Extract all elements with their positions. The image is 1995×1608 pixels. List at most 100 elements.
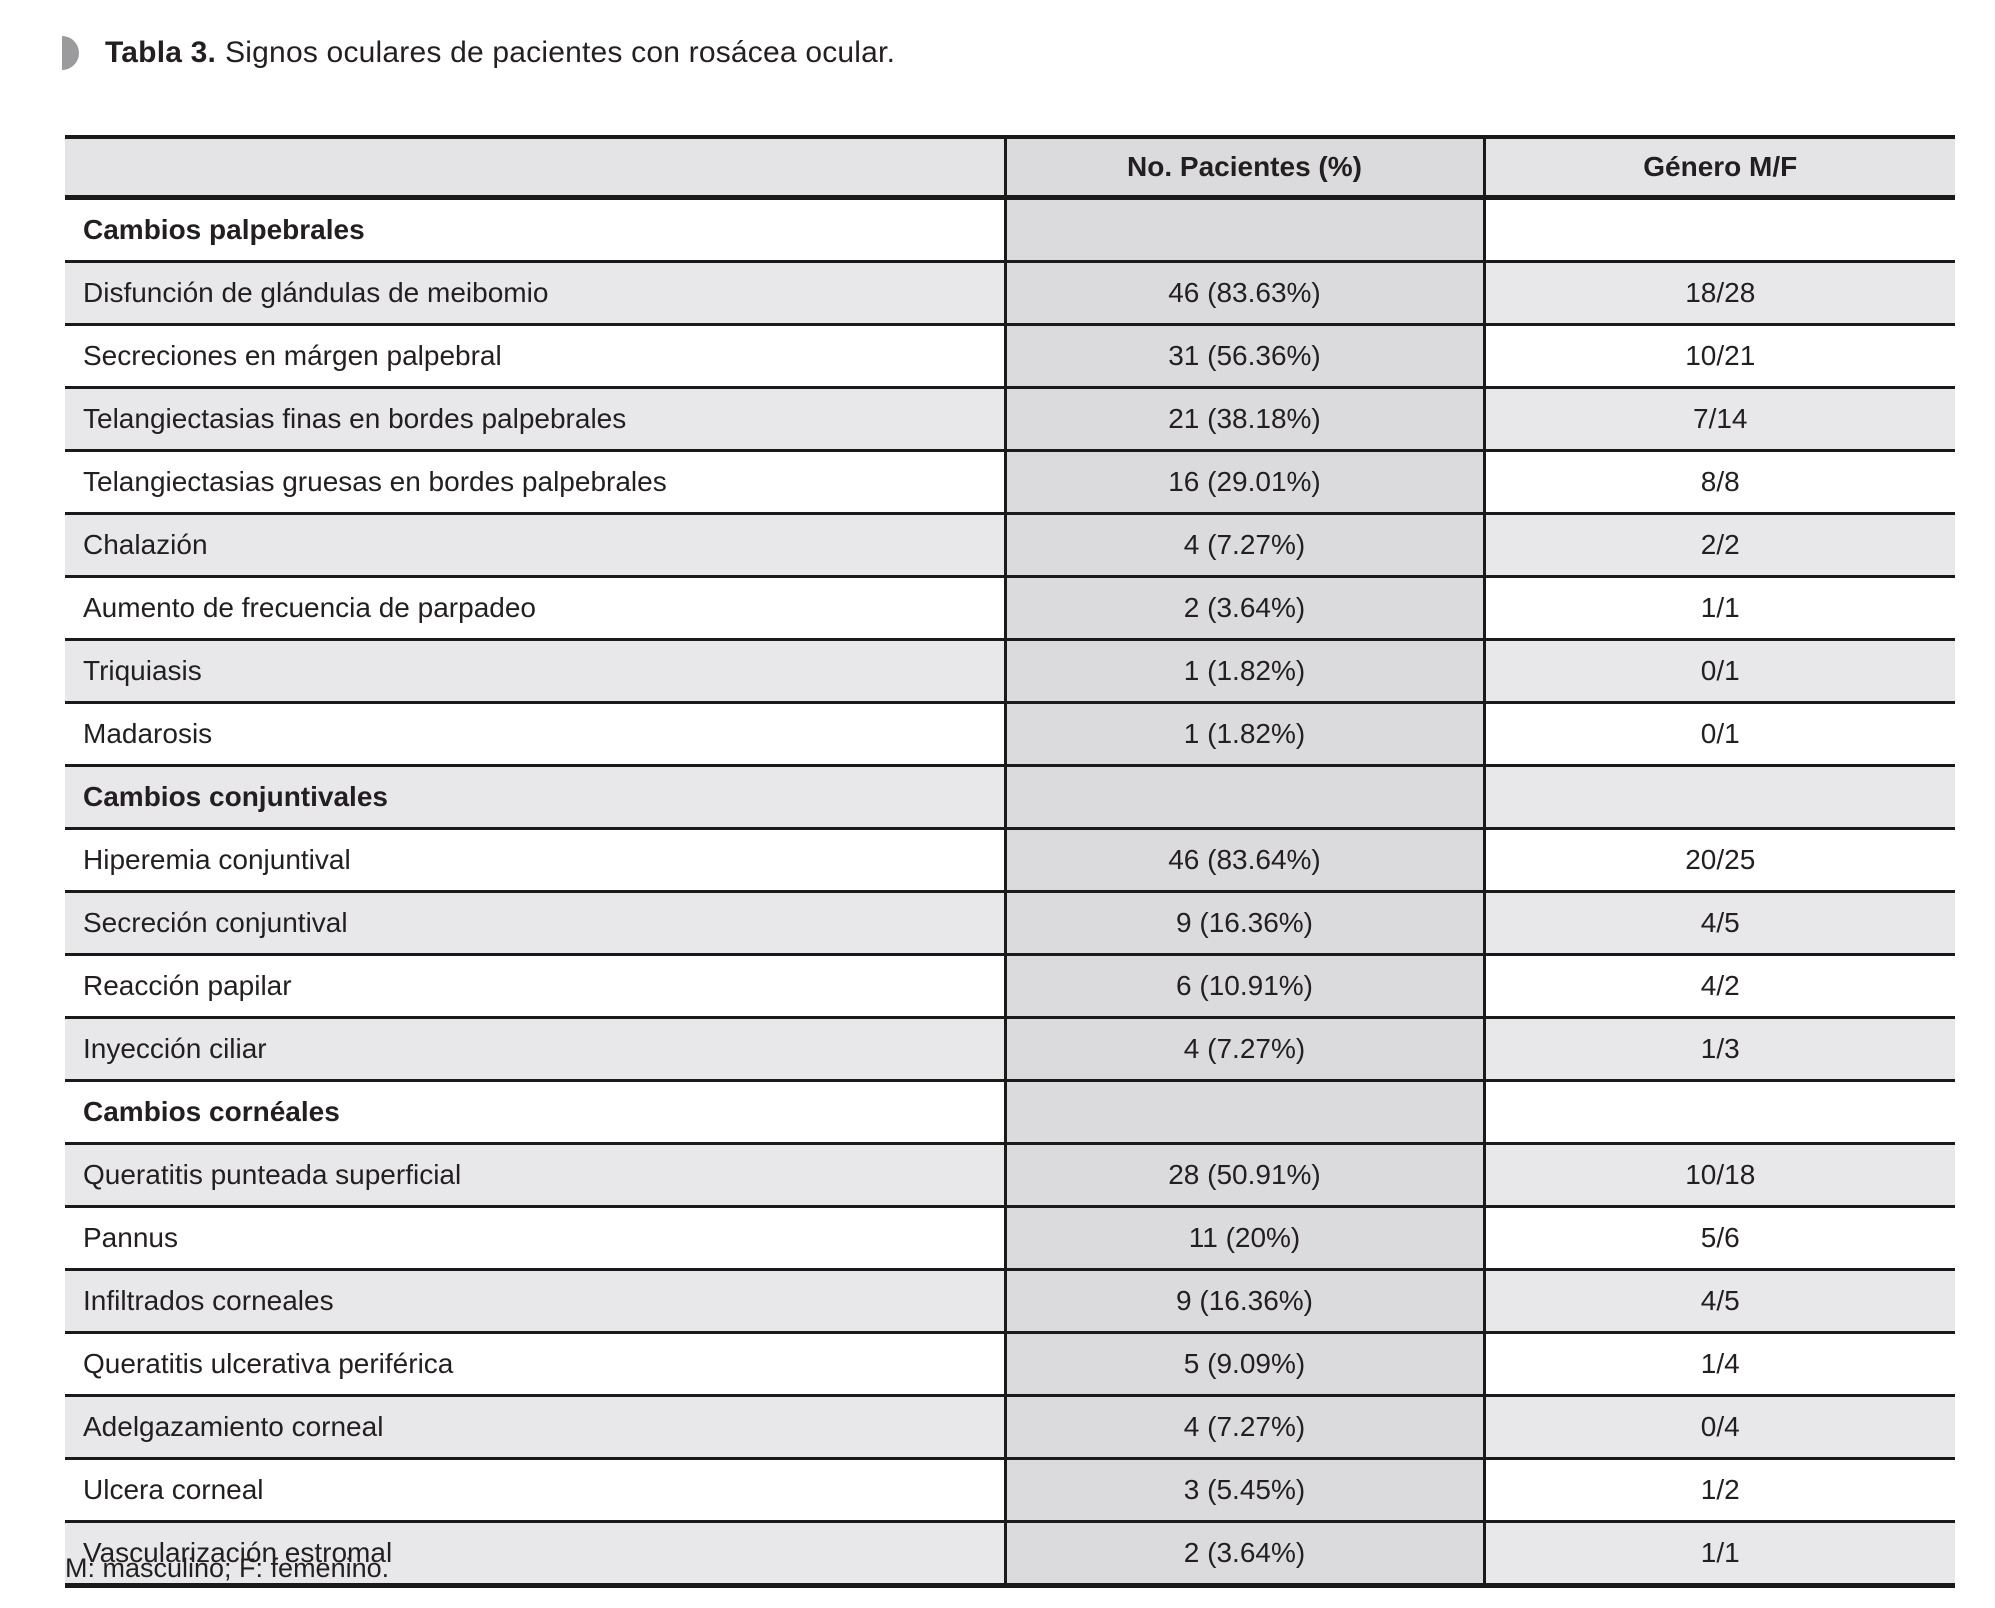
table-title-text: Signos oculares de pacientes con rosácea… (225, 36, 896, 69)
gender-cell: 4/5 (1484, 891, 1955, 956)
sign-name-cell: Inyección ciliar (65, 1017, 1005, 1082)
sign-name-cell: Telangiectasias finas en bordes palpebra… (65, 387, 1005, 452)
patients-cell: 1 (1.82%) (1003, 702, 1486, 767)
sign-name-cell: Secreciones en márgen palpebral (65, 324, 1005, 389)
table-row: Queratitis punteada superficial 28 (50.91… (65, 1143, 1955, 1208)
sign-name-cell: Disfunción de glándulas de meibomio (65, 261, 1005, 326)
table-row: Telangiectasias finas en bordes palpebra… (65, 387, 1955, 452)
sign-name-cell: Hiperemia conjuntival (65, 828, 1005, 893)
table-row: Adelgazamiento corneal 4 (7.27%) 0/4 (65, 1395, 1955, 1460)
patients-cell: 2 (3.64%) (1003, 576, 1486, 641)
table-row: Pannus 11 (20%) 5/6 (65, 1206, 1955, 1271)
gender-cell: 20/25 (1484, 828, 1955, 893)
table-row: Vascularización estromal 2 (3.64%) 1/1 (65, 1521, 1955, 1587)
section-header-row: Cambios conjuntivales (65, 765, 1955, 830)
sign-name-cell: Telangiectasias gruesas en bordes palpeb… (65, 450, 1005, 515)
sign-name-cell: Queratitis ulcerativa periférica (65, 1332, 1005, 1397)
sign-name-cell: Pannus (65, 1206, 1005, 1271)
patients-cell: 16 (29.01%) (1003, 450, 1486, 515)
gender-cell: 5/6 (1484, 1206, 1955, 1271)
column-header-patients: No. Pacientes (%) (1003, 137, 1486, 200)
section-title-cell: Cambios conjuntivales (65, 765, 1005, 830)
patients-cell: 28 (50.91%) (1003, 1143, 1486, 1208)
table-row: Telangiectasias gruesas en bordes palpeb… (65, 450, 1955, 515)
patients-cell: 46 (83.63%) (1003, 261, 1486, 326)
footnote: M: masculino; F: femenino. (65, 1553, 390, 1583)
table-row: Ulcera corneal 3 (5.45%) 1/2 (65, 1458, 1955, 1523)
table-row: Chalazión 4 (7.27%) 2/2 (65, 513, 1955, 578)
sign-name-cell: Vascularización estromal (65, 1521, 1005, 1587)
gender-cell: 1/4 (1484, 1332, 1955, 1397)
patients-cell: 4 (7.27%) (1003, 513, 1486, 578)
gender-cell: 4/2 (1484, 954, 1955, 1019)
table-row: Inyección ciliar 4 (7.27%) 1/3 (65, 1017, 1955, 1082)
patients-cell: 4 (7.27%) (1003, 1017, 1486, 1082)
section-title-cell: Cambios cornéales (65, 1080, 1005, 1145)
patients-cell: 11 (20%) (1003, 1206, 1486, 1271)
gender-cell: 0/1 (1484, 702, 1955, 767)
section-header-row: Cambios palpebrales (65, 197, 1955, 263)
sign-name-cell: Adelgazamiento corneal (65, 1395, 1005, 1460)
gender-cell: 8/8 (1484, 450, 1955, 515)
section-title-cell: Cambios palpebrales (65, 197, 1005, 263)
table-row: Secreciones en márgen palpebral 31 (56.36… (65, 324, 1955, 389)
sign-name-cell: Triquiasis (65, 639, 1005, 704)
patients-cell: 9 (16.36%) (1003, 1269, 1486, 1334)
table-row: Aumento de frecuencia de parpadeo 2 (3.64… (65, 576, 1955, 641)
gender-cell: 4/5 (1484, 1269, 1955, 1334)
gender-cell: 1/1 (1484, 1521, 1955, 1587)
patients-cell: 21 (38.18%) (1003, 387, 1486, 452)
sign-name-cell: Chalazión (65, 513, 1005, 578)
gender-cell: 0/4 (1484, 1395, 1955, 1460)
patients-cell (1003, 1080, 1486, 1145)
sign-name-cell: Ulcera corneal (65, 1458, 1005, 1523)
patients-cell: 4 (7.27%) (1003, 1395, 1486, 1460)
patients-cell: 31 (56.36%) (1003, 324, 1486, 389)
patients-cell: 9 (16.36%) (1003, 891, 1486, 956)
section-header-row: Cambios cornéales (65, 1080, 1955, 1145)
patients-cell: 1 (1.82%) (1003, 639, 1486, 704)
table-row: Infiltrados corneales 9 (16.36%) 4/5 (65, 1269, 1955, 1334)
sign-name-cell: Infiltrados corneales (65, 1269, 1005, 1334)
patients-cell (1003, 197, 1486, 263)
sign-name-cell: Queratitis punteada superficial (65, 1143, 1005, 1208)
table-caption: Tabla 3. Signos oculares de pacientes con… (62, 36, 895, 70)
table-row: Secreción conjuntival 9 (16.36%) 4/5 (65, 891, 1955, 956)
table-row: Triquiasis 1 (1.82%) 0/1 (65, 639, 1955, 704)
table-row: Reacción papilar 6 (10.91%) 4/2 (65, 954, 1955, 1019)
gender-cell: 1/3 (1484, 1017, 1955, 1082)
gender-cell: 0/1 (1484, 639, 1955, 704)
patients-cell: 5 (9.09%) (1003, 1332, 1486, 1397)
column-header-sign (65, 137, 1005, 200)
gender-cell: 1/2 (1484, 1458, 1955, 1523)
gender-cell (1484, 197, 1955, 263)
patients-cell: 6 (10.91%) (1003, 954, 1486, 1019)
gender-cell: 10/21 (1484, 324, 1955, 389)
table-body: Cambios palpebrales Disfunción de glándul… (65, 197, 1955, 1587)
gender-cell: 7/14 (1484, 387, 1955, 452)
sign-name-cell: Aumento de frecuencia de parpadeo (65, 576, 1005, 641)
gender-cell (1484, 1080, 1955, 1145)
gender-cell: 1/1 (1484, 576, 1955, 641)
gender-cell: 18/28 (1484, 261, 1955, 326)
table-row: Disfunción de glándulas de meibomio 46 (8… (65, 261, 1955, 326)
table-number-label: Tabla 3. (105, 36, 217, 69)
gender-cell: 10/18 (1484, 1143, 1955, 1208)
patients-cell (1003, 765, 1486, 830)
gender-cell: 2/2 (1484, 513, 1955, 578)
caption-bullet-icon (62, 36, 79, 70)
patients-cell: 3 (5.45%) (1003, 1458, 1486, 1523)
table-row: Queratitis ulcerativa periférica 5 (9.09%… (65, 1332, 1955, 1397)
patients-cell: 46 (83.64%) (1003, 828, 1486, 893)
sign-name-cell: Reacción papilar (65, 954, 1005, 1019)
sign-name-cell: Madarosis (65, 702, 1005, 767)
patients-cell: 2 (3.64%) (1003, 1521, 1486, 1587)
table-row: Madarosis 1 (1.82%) 0/1 (65, 702, 1955, 767)
table-row: Hiperemia conjuntival 46 (83.64%) 20/25 (65, 828, 1955, 893)
gender-cell (1484, 765, 1955, 830)
sign-name-cell: Secreción conjuntival (65, 891, 1005, 956)
header-row: No. Pacientes (%) Género M/F (65, 137, 1955, 200)
ocular-signs-table: No. Pacientes (%) Género M/F Cambios pal… (65, 135, 1955, 1588)
column-header-gender: Género M/F (1484, 137, 1955, 200)
page-title: Tabla 3. Signos oculares de pacientes con… (105, 36, 895, 70)
